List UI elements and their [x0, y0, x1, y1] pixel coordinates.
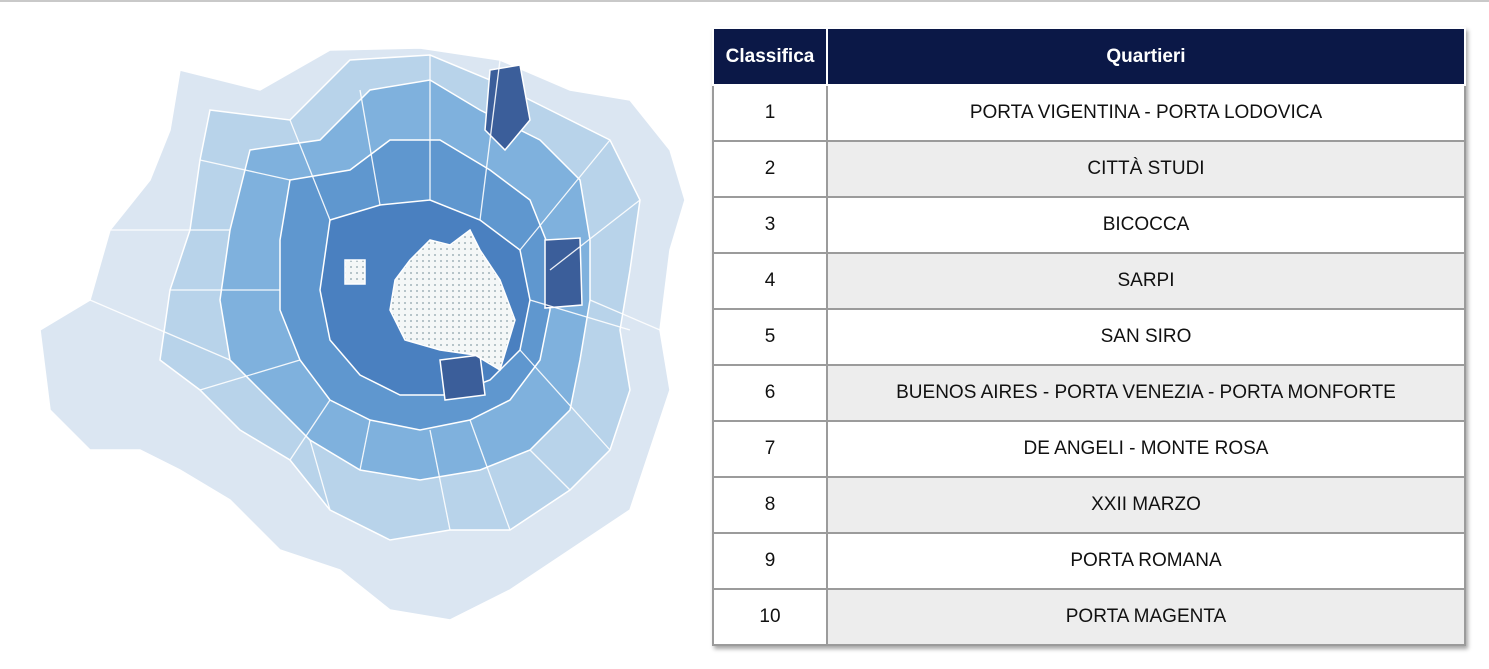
rank-cell: 10 — [712, 588, 828, 646]
table-header-row: Classifica Quartieri — [712, 27, 1466, 86]
rank-cell: 7 — [712, 420, 828, 478]
map-city-center — [389, 228, 516, 372]
district-cell: BUENOS AIRES - PORTA VENEZIA - PORTA MON… — [826, 364, 1466, 422]
rank-cell: 2 — [712, 140, 828, 198]
rank-cell: 8 — [712, 476, 828, 534]
table-row: 1 PORTA VIGENTINA - PORTA LODOVICA — [712, 84, 1466, 142]
rank-cell: 1 — [712, 84, 828, 142]
table-row: 10 PORTA MAGENTA — [712, 588, 1466, 646]
district-cell: PORTA ROMANA — [826, 532, 1466, 590]
table-row: 3 BICOCCA — [712, 196, 1466, 254]
map-dark-district-east — [544, 237, 583, 309]
district-cell: SARPI — [826, 252, 1466, 310]
map-dark-district-south — [439, 354, 486, 401]
map-small-enclave — [344, 259, 366, 285]
header-rank: Classifica — [712, 27, 828, 86]
rank-cell: 3 — [712, 196, 828, 254]
milan-districts-map — [30, 30, 700, 640]
district-cell: SAN SIRO — [826, 308, 1466, 366]
table-row: 7 DE ANGELI - MONTE ROSA — [712, 420, 1466, 478]
table-row: 4 SARPI — [712, 252, 1466, 310]
top-divider — [0, 0, 1489, 2]
table-row: 8 XXII MARZO — [712, 476, 1466, 534]
rank-cell: 9 — [712, 532, 828, 590]
map-district-borders — [89, 55, 661, 531]
rank-cell: 5 — [712, 308, 828, 366]
district-cell: DE ANGELI - MONTE ROSA — [826, 420, 1466, 478]
rank-cell: 6 — [712, 364, 828, 422]
district-cell: PORTA VIGENTINA - PORTA LODOVICA — [826, 84, 1466, 142]
table-row: 2 CITTÀ STUDI — [712, 140, 1466, 198]
header-district: Quartieri — [826, 27, 1466, 86]
district-cell: PORTA MAGENTA — [826, 588, 1466, 646]
district-cell: CITTÀ STUDI — [826, 140, 1466, 198]
table-row: 9 PORTA ROMANA — [712, 532, 1466, 590]
map-canvas — [39, 47, 686, 621]
district-ranking-table: Classifica Quartieri 1 PORTA VIGENTINA -… — [712, 27, 1466, 646]
table-row: 6 BUENOS AIRES - PORTA VENEZIA - PORTA M… — [712, 364, 1466, 422]
district-cell: BICOCCA — [826, 196, 1466, 254]
district-cell: XXII MARZO — [826, 476, 1466, 534]
rank-cell: 4 — [712, 252, 828, 310]
table-row: 5 SAN SIRO — [712, 308, 1466, 366]
